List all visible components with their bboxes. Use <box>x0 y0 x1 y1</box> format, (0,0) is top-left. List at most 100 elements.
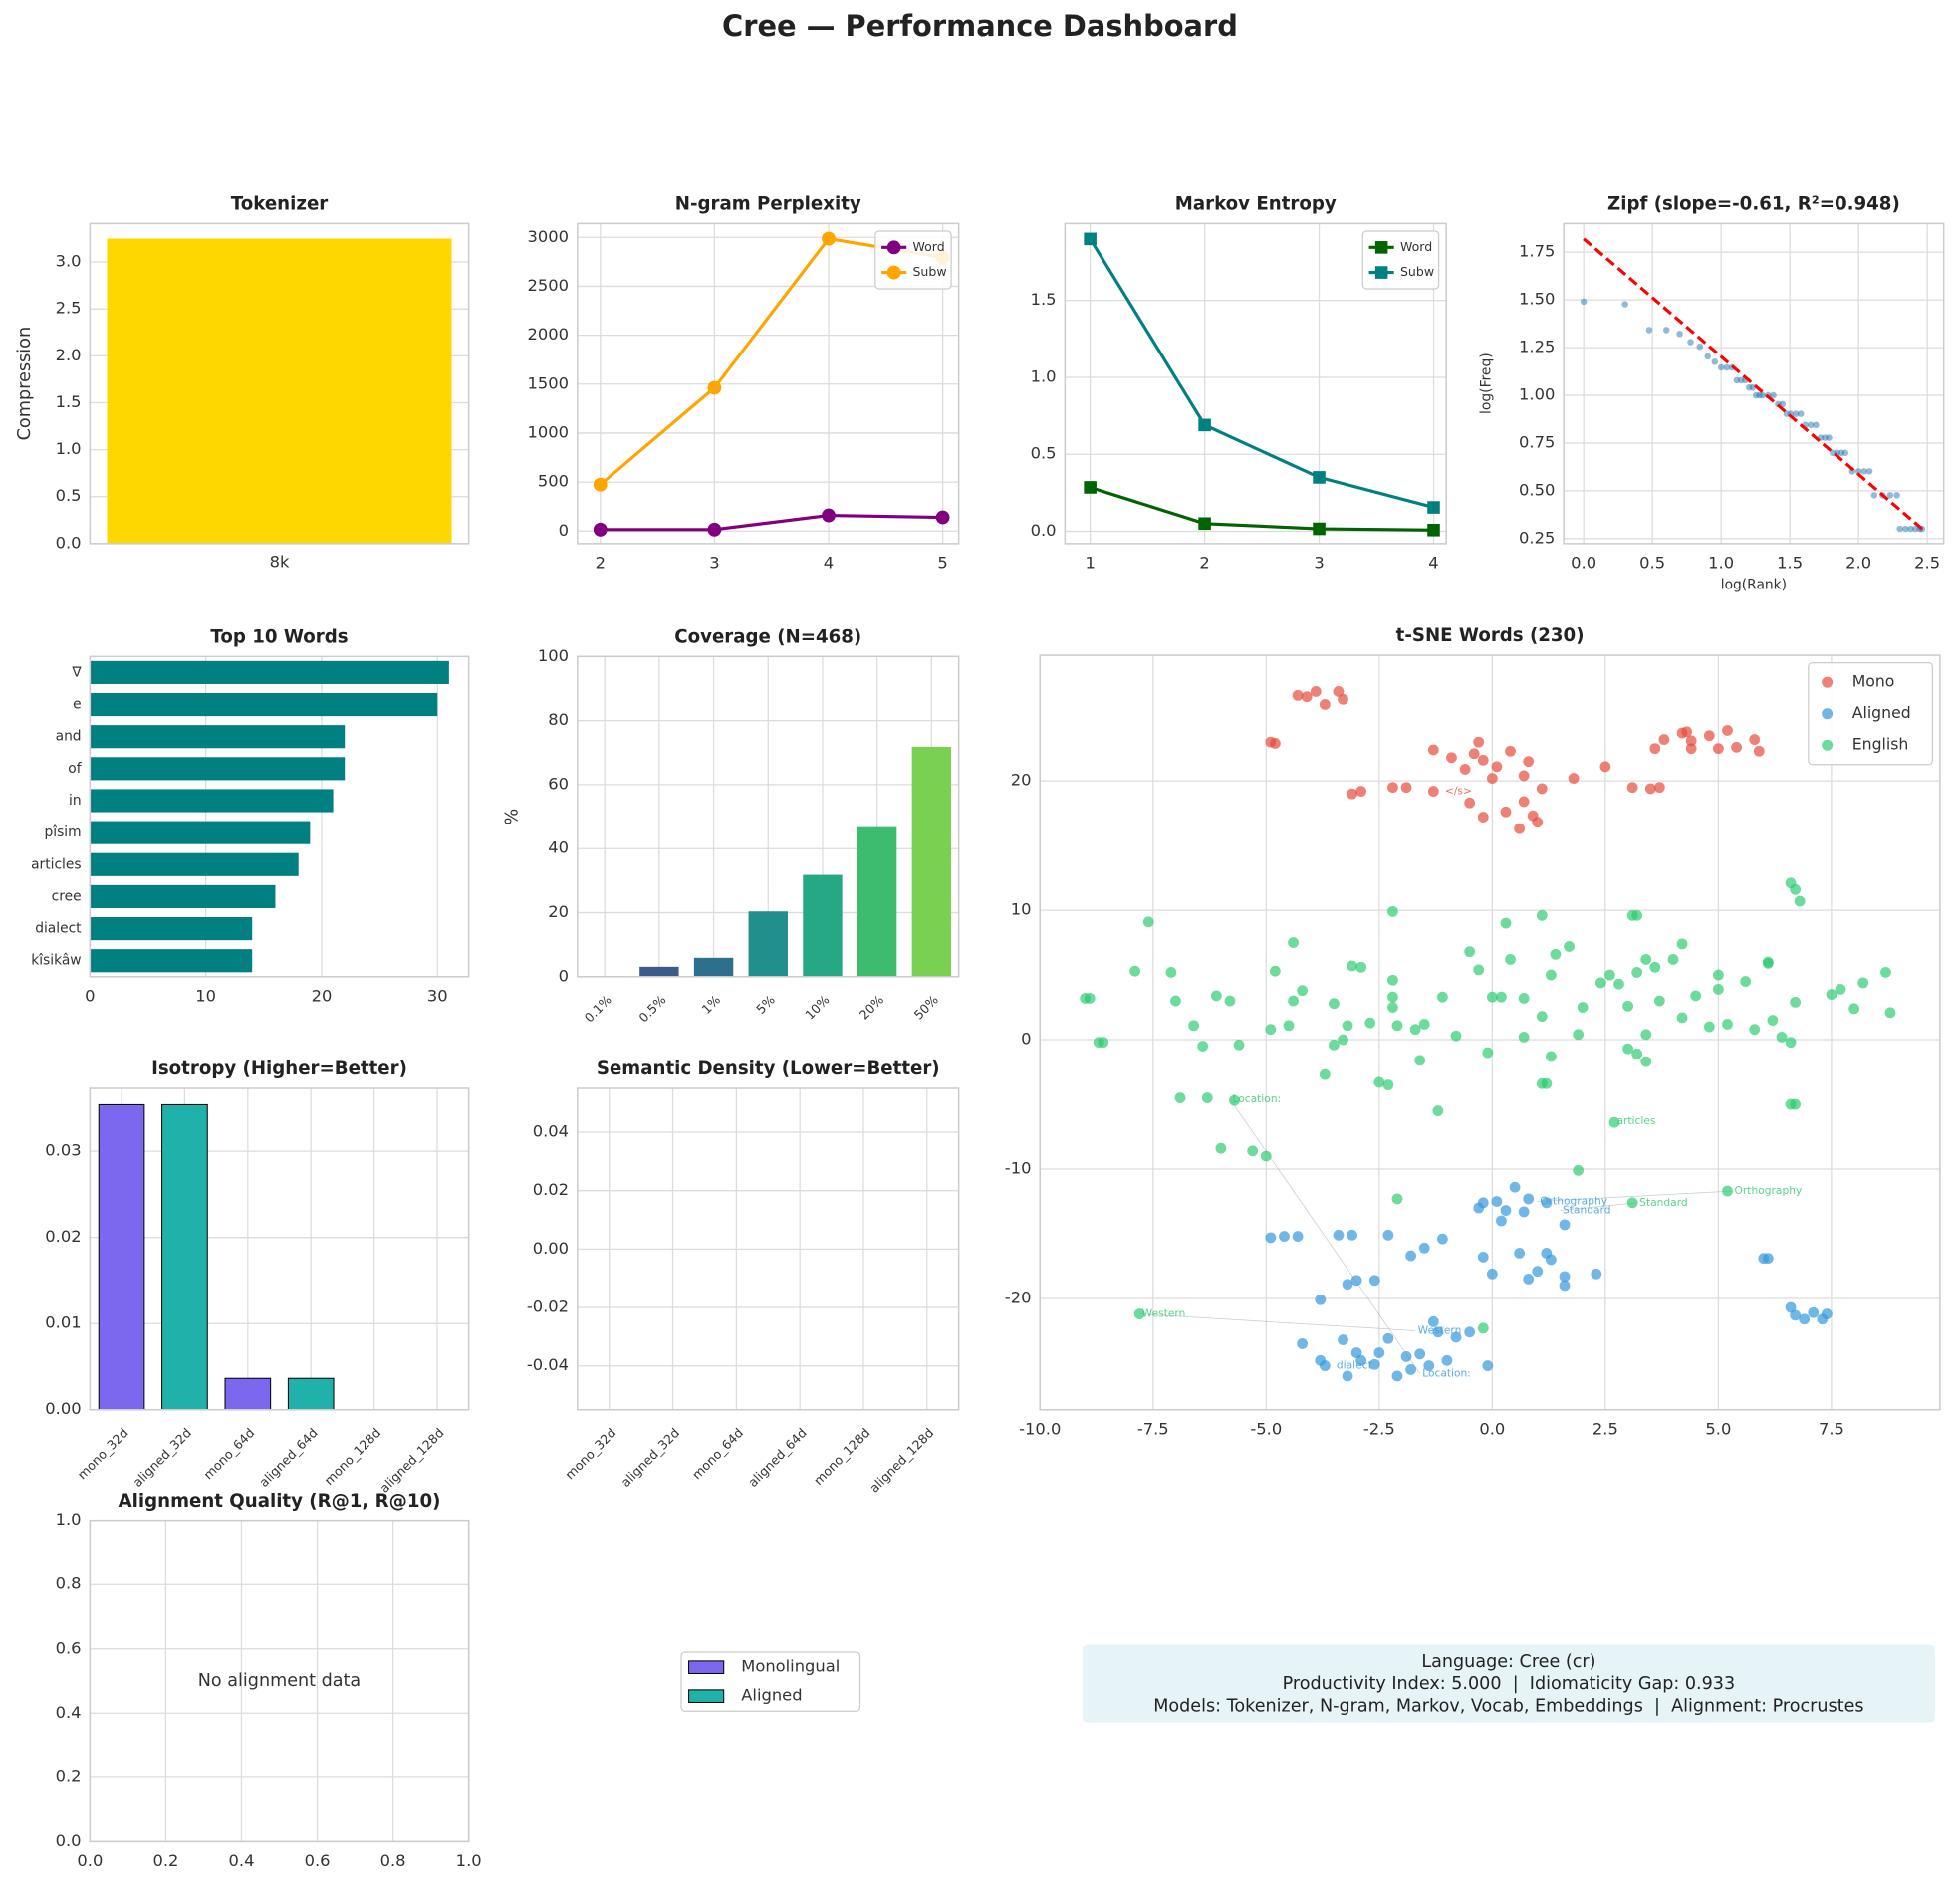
chart-title: Markov Entropy <box>1175 193 1337 214</box>
y-tick-label: 1500 <box>528 373 570 392</box>
point <box>1165 967 1177 978</box>
x-tick-label: 2.0 <box>1845 554 1871 573</box>
legend-marker <box>1374 241 1388 254</box>
point <box>1865 468 1873 475</box>
point-annotation: </s> <box>1445 785 1472 798</box>
legend-marker <box>1374 266 1388 279</box>
point <box>1713 983 1724 995</box>
y-tick-label: 0 <box>559 521 569 540</box>
point <box>1685 743 1697 755</box>
point <box>1310 686 1322 697</box>
point <box>1391 1193 1403 1205</box>
point <box>1437 991 1448 1003</box>
point <box>1329 1039 1340 1051</box>
point <box>1391 1370 1403 1382</box>
point <box>1174 1092 1186 1103</box>
bar <box>90 884 276 909</box>
chart-title: N-gram Perplexity <box>675 193 861 214</box>
x-tick-label: 0.8 <box>380 1851 406 1870</box>
point <box>1808 1306 1820 1318</box>
legend-label: Aligned <box>1852 703 1911 722</box>
point <box>1573 1029 1585 1041</box>
x-tick-label: 0.4 <box>229 1851 255 1870</box>
x-tick-label: 5 <box>937 554 947 573</box>
point <box>1477 1322 1489 1334</box>
chart-title: Top 10 Words <box>210 626 348 647</box>
point <box>1500 1205 1512 1217</box>
point <box>1740 976 1752 987</box>
point <box>1545 1051 1557 1062</box>
bar <box>287 1377 335 1411</box>
y-tick-label: 0.5 <box>1031 444 1057 463</box>
bar <box>911 746 952 977</box>
point <box>1400 1351 1412 1362</box>
y-tick-label: 0 <box>559 966 569 985</box>
point <box>1405 1250 1417 1262</box>
point <box>1749 1024 1761 1036</box>
point <box>1713 743 1724 755</box>
point <box>1409 1024 1421 1036</box>
bar <box>90 660 449 684</box>
point <box>1518 796 1530 808</box>
legend-label: Subw <box>1400 264 1434 279</box>
point-annotation: Western <box>1142 1307 1186 1320</box>
point <box>1711 357 1719 365</box>
point <box>1785 1037 1797 1049</box>
y-tick-label: -10 <box>1005 1158 1032 1177</box>
point <box>1477 1251 1489 1263</box>
point <box>1342 1370 1353 1382</box>
y-tick-label: articles <box>31 856 81 872</box>
x-tick-label: 10 <box>195 986 216 1005</box>
point <box>1762 1253 1774 1265</box>
y-tick-label: 0.03 <box>45 1141 81 1160</box>
point <box>1338 1034 1348 1046</box>
point <box>1545 969 1557 981</box>
point-annotation: Orthography <box>1540 1194 1607 1207</box>
y-axis-label: Compression <box>15 327 35 441</box>
point <box>1297 1338 1309 1349</box>
y-tick-label: 3000 <box>528 227 570 246</box>
point <box>1749 734 1761 745</box>
x-tick-label: -7.5 <box>1137 1419 1169 1438</box>
point <box>1902 525 1909 533</box>
point <box>1233 1039 1245 1051</box>
y-tick-label: 1.5 <box>1031 290 1057 309</box>
point <box>1536 783 1548 795</box>
point-annotation: Location: <box>1232 1092 1281 1105</box>
x-tick-label: 5.0 <box>1705 1419 1731 1438</box>
point <box>1418 1242 1430 1254</box>
point <box>1142 916 1154 928</box>
point <box>1482 1360 1494 1371</box>
x-tick-label: 3 <box>709 554 719 573</box>
y-tick-label: 0.6 <box>56 1638 82 1657</box>
x-tick-label: 7.5 <box>1819 1419 1844 1438</box>
point <box>1486 991 1498 1003</box>
axes-frame <box>577 655 960 978</box>
y-tick-label: 0.25 <box>1519 528 1555 547</box>
info-line: Productivity Index: 5.000 | Idiomaticity… <box>1283 1674 1736 1694</box>
y-tick-label: 500 <box>538 472 569 491</box>
point <box>1790 883 1802 895</box>
marker <box>1198 418 1211 432</box>
bar <box>90 821 311 844</box>
chart-title: Zipf (slope=-0.61, R²=0.948) <box>1607 193 1900 214</box>
marker <box>822 231 836 246</box>
axes-frame <box>577 222 960 545</box>
point <box>1347 788 1357 800</box>
point <box>1473 736 1485 748</box>
point <box>1437 1233 1448 1245</box>
legend-label: Aligned <box>741 1686 802 1705</box>
x-tick-label: 2.5 <box>1914 554 1940 573</box>
point <box>1265 1232 1277 1244</box>
point <box>1640 1056 1652 1067</box>
point <box>1229 1094 1240 1106</box>
point <box>1649 961 1661 973</box>
y-tick-label: 80 <box>548 710 569 729</box>
point <box>1518 993 1530 1004</box>
x-tick-label: 4 <box>1428 554 1438 573</box>
link-line <box>1537 1190 1733 1202</box>
legend-box <box>680 1651 861 1712</box>
bar <box>693 957 734 977</box>
point <box>1835 983 1846 995</box>
point <box>1098 1037 1109 1049</box>
